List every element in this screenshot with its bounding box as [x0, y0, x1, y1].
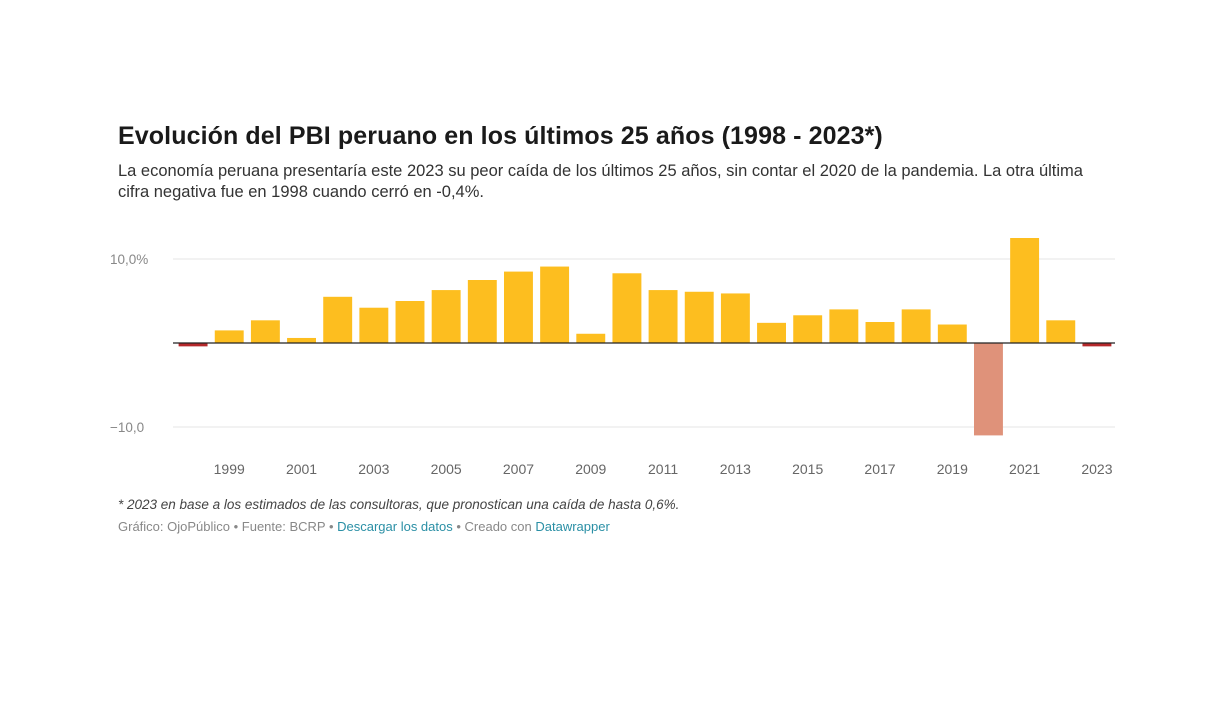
x-tick-label-2003: 2003	[358, 461, 389, 477]
chart-subtitle: La economía peruana presentaría este 202…	[118, 162, 1083, 201]
x-tick-label-2009: 2009	[575, 461, 606, 477]
x-tick-label-2015: 2015	[792, 461, 823, 477]
x-tick-label-2023: 2023	[1081, 461, 1112, 477]
x-tick-label-2001: 2001	[286, 461, 317, 477]
bar-2008	[540, 266, 570, 343]
bar-2000	[250, 320, 280, 343]
bar-1999	[214, 330, 244, 343]
x-tick-label-2019: 2019	[937, 461, 968, 477]
bar-2015	[793, 315, 823, 343]
bar-2001	[287, 337, 316, 343]
x-tick-label-2021: 2021	[1009, 461, 1040, 477]
bar-2006	[467, 280, 497, 343]
chart-header: Evolución del PBI peruano en los últimos…	[118, 122, 1118, 203]
bar-2023	[1082, 343, 1112, 347]
bar-2010	[612, 273, 642, 343]
bar-2011	[648, 290, 678, 343]
bar-2014	[757, 322, 786, 343]
x-tick-label-2017: 2017	[864, 461, 895, 477]
credit-text: Gráfico: OjoPúblico • Fuente: BCRP •	[118, 519, 338, 534]
bar-2003	[359, 307, 389, 343]
bar-2021	[1010, 238, 1040, 343]
chart-title: Evolución del PBI peruano en los últimos…	[118, 122, 883, 150]
download-data-link[interactable]: Descargar los datos	[337, 519, 453, 534]
bar-2009	[576, 333, 606, 343]
y-tick-label: 10,0%	[110, 252, 148, 267]
x-tick-label-2011: 2011	[648, 461, 678, 477]
bar-2017	[865, 322, 895, 343]
bar-2020	[974, 343, 1003, 436]
x-tick-label-1999: 1999	[214, 461, 245, 477]
y-tick-label: −10,0	[110, 420, 144, 435]
x-tick-label-2013: 2013	[720, 461, 751, 477]
bar-2022	[1046, 320, 1076, 343]
bar-2002	[323, 296, 353, 343]
bar-2005	[431, 290, 461, 343]
bar-1998	[178, 343, 208, 347]
x-tick-label-2007: 2007	[503, 461, 534, 477]
chart-footnote: * 2023 en base a los estimados de las co…	[118, 497, 680, 512]
datawrapper-link[interactable]: Datawrapper	[535, 519, 610, 534]
created-with-text: • Creado con	[452, 519, 536, 534]
bar-2013	[720, 293, 750, 343]
x-tick-label-2005: 2005	[431, 461, 462, 477]
chart-footer: Gráfico: OjoPúblico • Fuente: BCRP • Des…	[118, 519, 610, 534]
bar-2012	[684, 291, 714, 343]
bar-chart: 10,0% −10,0 1999 2001 2003 2005 2007 2009 2011 20…	[110, 238, 1115, 477]
bar-2018	[901, 309, 931, 343]
bar-2004	[395, 301, 425, 343]
bar-2016	[829, 309, 859, 343]
bar-2019	[937, 324, 967, 343]
bar-2007	[504, 271, 533, 343]
